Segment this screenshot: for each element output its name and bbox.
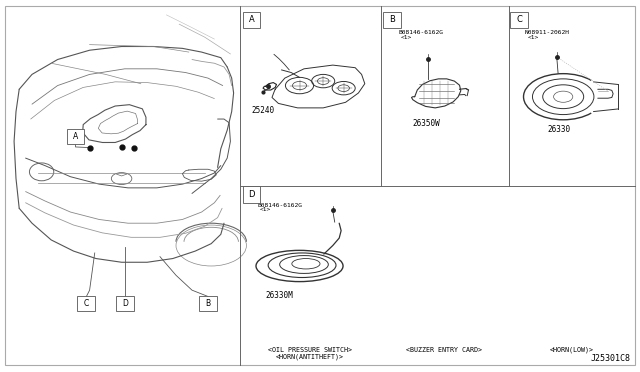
Bar (77, 296, 95, 311)
Text: <OIL PRESSURE SWITCH>: <OIL PRESSURE SWITCH> (268, 347, 352, 353)
Text: J25301C8: J25301C8 (590, 354, 630, 363)
Bar (199, 296, 217, 311)
Bar (243, 186, 260, 203)
Text: 25240: 25240 (252, 106, 275, 115)
Bar (67, 129, 84, 144)
Text: <1>: <1> (401, 35, 412, 40)
Text: 26330: 26330 (547, 125, 570, 134)
Bar (243, 12, 260, 28)
Text: B: B (388, 15, 395, 25)
Text: C: C (516, 15, 522, 25)
Text: B: B (205, 299, 211, 308)
Bar (116, 296, 134, 311)
Text: <BUZZER ENTRY CARD>: <BUZZER ENTRY CARD> (406, 347, 481, 353)
Text: 26350W: 26350W (413, 119, 440, 128)
Text: N08911-2062H: N08911-2062H (525, 31, 570, 35)
Text: <HORN(ANTITHEFT)>: <HORN(ANTITHEFT)> (276, 354, 344, 360)
Text: <1>: <1> (527, 35, 539, 40)
Text: <HORN(LOW)>: <HORN(LOW)> (550, 346, 593, 353)
Text: A: A (73, 132, 78, 141)
Text: C: C (84, 299, 89, 308)
Text: B08146-6162G: B08146-6162G (398, 31, 443, 35)
Text: <1>: <1> (260, 207, 271, 212)
Text: B08146-6162G: B08146-6162G (257, 203, 302, 208)
Text: D: D (248, 190, 255, 199)
Text: A: A (249, 15, 254, 25)
Bar (510, 12, 528, 28)
Text: D: D (122, 299, 128, 308)
Bar (383, 12, 401, 28)
Text: 26330M: 26330M (266, 291, 293, 300)
